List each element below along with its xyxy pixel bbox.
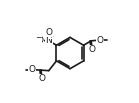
- Text: O: O: [97, 36, 104, 44]
- Text: −: −: [35, 33, 41, 42]
- Text: +: +: [49, 34, 54, 39]
- Text: O: O: [45, 28, 52, 37]
- Text: N: N: [45, 36, 52, 45]
- Text: O: O: [89, 45, 96, 54]
- Text: O: O: [39, 74, 46, 83]
- Text: O: O: [28, 65, 35, 74]
- Text: O: O: [37, 36, 44, 45]
